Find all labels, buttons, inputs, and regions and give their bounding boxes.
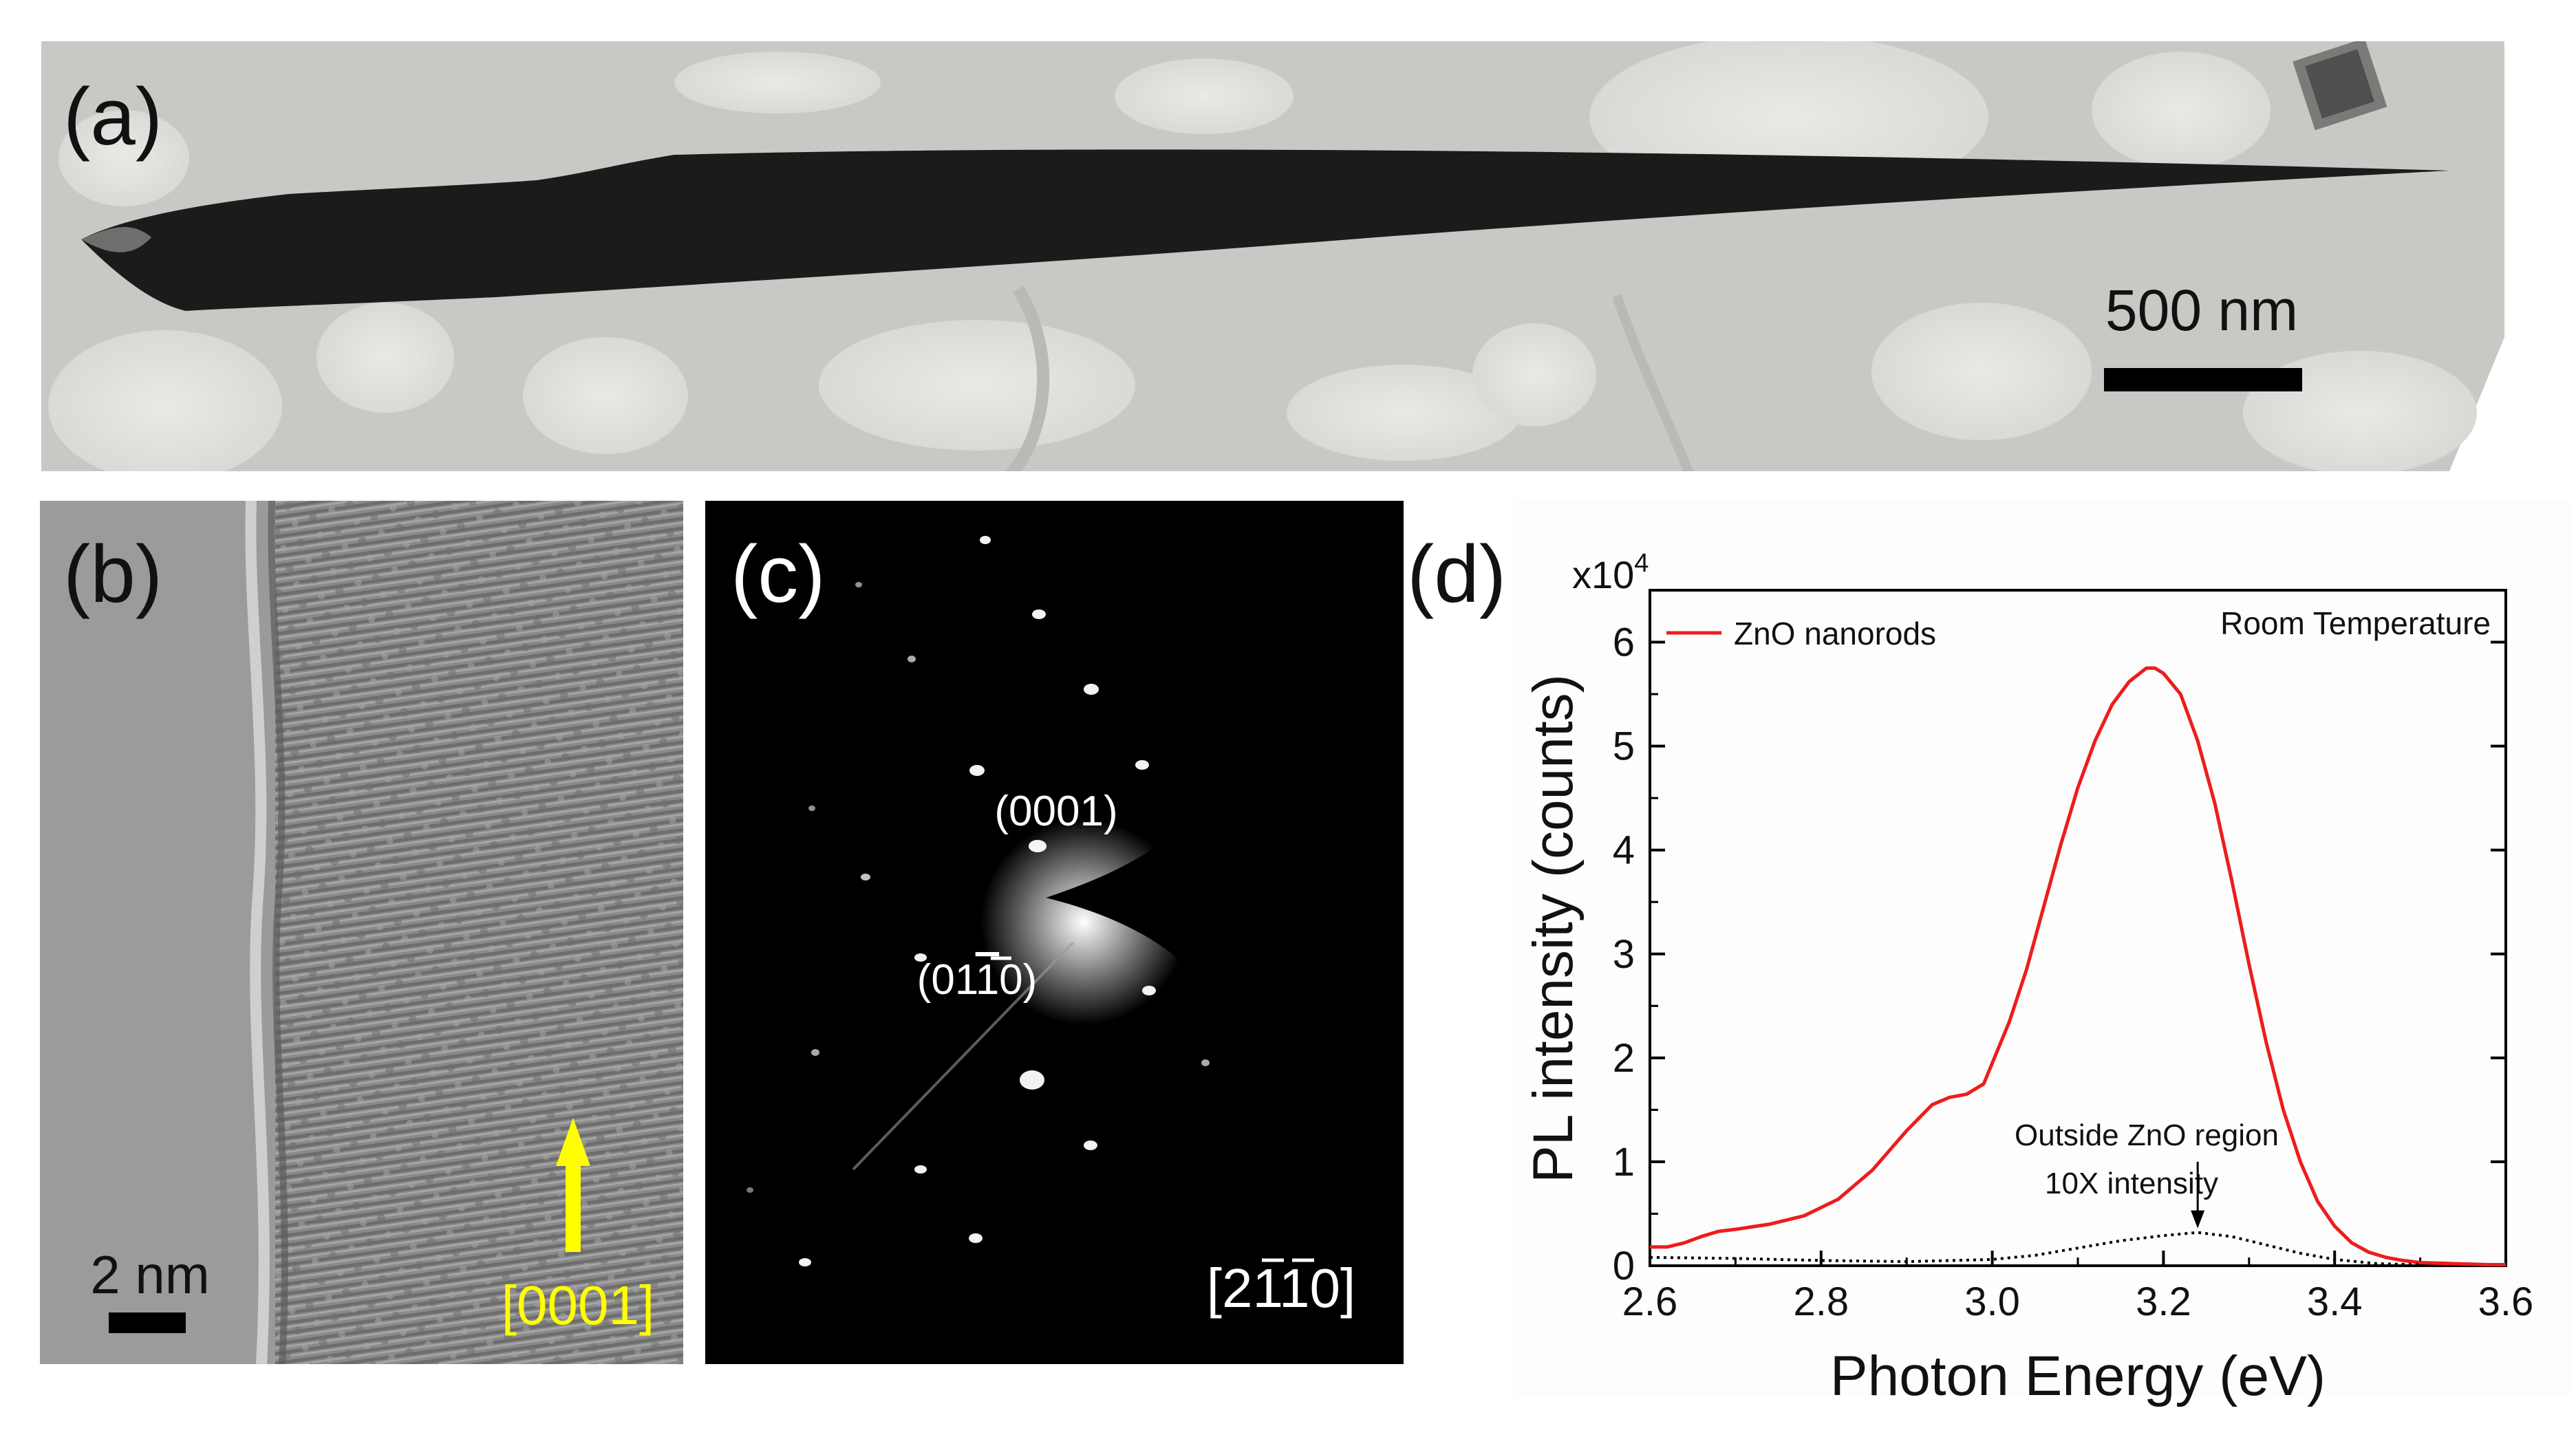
panel-c-label: (c): [731, 529, 826, 620]
x-axis-ticks: 2.6 2.8 3.0 3.2 3.4 3.6: [1622, 1251, 2534, 1324]
arrow-head: [2191, 1210, 2205, 1229]
panel-a-scale-bar: [2104, 368, 2302, 391]
y-axis-title: PL intensity (counts): [1522, 674, 1585, 1183]
y-tick-label: 0: [1613, 1244, 1635, 1288]
series-outside-zno-region: [1649, 1231, 2421, 1266]
panel-b-scale-bar: [109, 1312, 186, 1333]
x-tick-label: 2.6: [1622, 1279, 1678, 1324]
panel-a-scale-bar-label: 500 nm: [2105, 278, 2298, 343]
beam-stop: [1046, 823, 1346, 984]
panel-a-label: (a): [63, 72, 162, 162]
panel-b-hrtem-image: (b) 2 nm [0001]: [40, 501, 683, 1364]
panel-d-label: (d): [1407, 529, 1506, 620]
y-tick-label: 1: [1613, 1140, 1635, 1185]
x-axis-title: Photon Energy (eV): [1830, 1345, 2326, 1407]
panel-d-pl-spectrum-chart: (d) x104 2.6 2.8 3.0 3.2 3.4 3.6 0 1 2 3 4 5 6 Phot…: [1407, 501, 2573, 1407]
panel-a-holey-film: [48, 41, 2477, 471]
intensity-arrow: [2191, 1161, 2205, 1229]
x-tick-label: 3.0: [1964, 1279, 2020, 1324]
series-zno-nanorods: [1650, 666, 2506, 1266]
y-multiplier: x104: [1572, 549, 1649, 596]
panel-a-tem-image: (a) 500 nm: [41, 41, 2504, 471]
room-temperature-label: Room Temperature: [2220, 605, 2491, 641]
y-tick-label: 3: [1613, 932, 1635, 977]
panel-b-scale-bar-label: 2 nm: [90, 1244, 209, 1305]
outside-region-label-line1: Outside ZnO region: [2015, 1119, 2279, 1152]
y-tick-label: 5: [1613, 724, 1635, 769]
direction-arrow: [556, 1118, 590, 1252]
panel-b-label: (b): [63, 529, 162, 620]
nanorod: [81, 149, 2449, 311]
panel-b-direction-label: [0001]: [502, 1275, 654, 1336]
legend-label: ZnO nanorods: [1734, 616, 1936, 651]
panel-c-spot-label-01-10: (0110): [917, 956, 1038, 1004]
series-layer: [1649, 666, 2506, 1266]
panel-c-diffraction-pattern: (c) (0001) (0110) [2110]: [705, 501, 1404, 1364]
panel-c-zone-axis: [2110]: [1207, 1257, 1356, 1319]
panel-c-spot-label-0001: (0001): [994, 788, 1117, 835]
x-tick-label: 3.2: [2136, 1279, 2191, 1324]
y-tick-label: 2: [1613, 1036, 1635, 1081]
x-tick-label: 2.8: [1793, 1279, 1849, 1324]
outside-region-label-line2: 10X intensity: [2045, 1167, 2218, 1200]
x-tick-label: 3.6: [2478, 1279, 2534, 1324]
y-tick-label: 6: [1613, 620, 1635, 665]
y-tick-label: 4: [1613, 828, 1635, 873]
x-tick-label: 3.4: [2307, 1279, 2363, 1324]
